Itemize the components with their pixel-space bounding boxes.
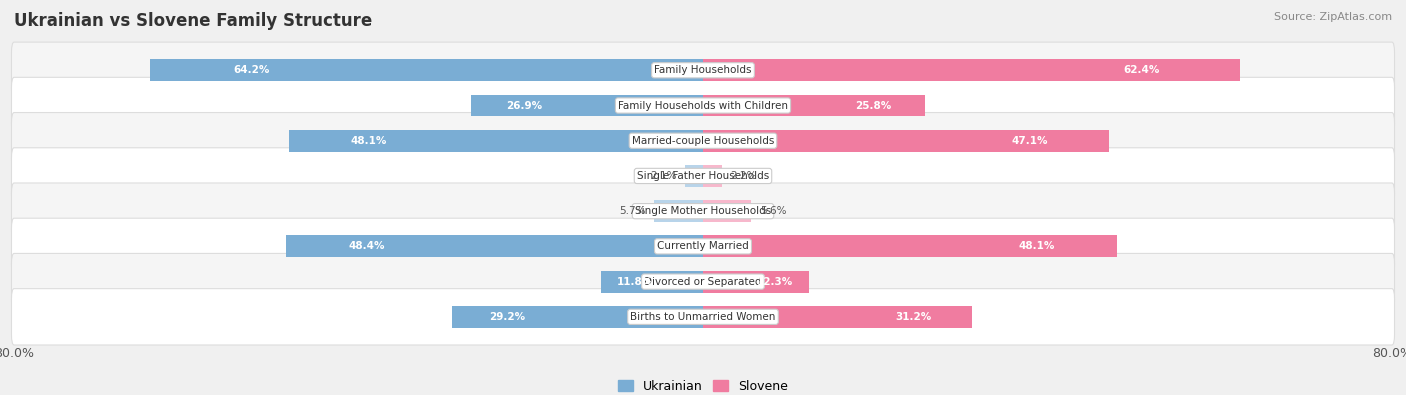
Bar [703,271,808,293]
Text: 26.9%: 26.9% [506,100,543,111]
Text: 64.2%: 64.2% [233,65,270,75]
Bar [288,130,703,152]
Bar [703,59,1240,81]
Text: Ukrainian vs Slovene Family Structure: Ukrainian vs Slovene Family Structure [14,12,373,30]
Text: Births to Unmarried Women: Births to Unmarried Women [630,312,776,322]
Text: Source: ZipAtlas.com: Source: ZipAtlas.com [1274,12,1392,22]
Text: 5.7%: 5.7% [619,206,645,216]
Legend: Ukrainian, Slovene: Ukrainian, Slovene [613,375,793,395]
Text: 5.6%: 5.6% [759,206,786,216]
Text: Divorced or Separated: Divorced or Separated [644,276,762,287]
FancyBboxPatch shape [11,148,1395,204]
Bar [654,200,703,222]
Bar [287,235,703,257]
FancyBboxPatch shape [11,183,1395,239]
FancyBboxPatch shape [11,218,1395,275]
Bar [703,165,721,187]
Text: 2.2%: 2.2% [731,171,756,181]
FancyBboxPatch shape [11,254,1395,310]
Bar [703,306,972,328]
Text: 48.1%: 48.1% [352,136,387,146]
Text: 31.2%: 31.2% [896,312,931,322]
Text: 11.8%: 11.8% [617,276,652,287]
Bar [451,306,703,328]
Bar [150,59,703,81]
Text: 2.1%: 2.1% [650,171,676,181]
Text: Single Father Households: Single Father Households [637,171,769,181]
Text: 62.4%: 62.4% [1123,65,1160,75]
Text: 47.1%: 47.1% [1011,136,1047,146]
Text: 29.2%: 29.2% [489,312,526,322]
Bar [602,271,703,293]
Text: 48.4%: 48.4% [349,241,385,251]
FancyBboxPatch shape [11,289,1395,345]
FancyBboxPatch shape [11,42,1395,98]
FancyBboxPatch shape [11,113,1395,169]
FancyBboxPatch shape [11,77,1395,134]
Text: 48.1%: 48.1% [1019,241,1054,251]
Bar [703,235,1118,257]
Text: 25.8%: 25.8% [856,100,891,111]
Text: Single Mother Households: Single Mother Households [636,206,770,216]
Bar [685,165,703,187]
Bar [471,94,703,117]
Text: Married-couple Households: Married-couple Households [631,136,775,146]
Text: 12.3%: 12.3% [756,276,793,287]
Text: Family Households with Children: Family Households with Children [619,100,787,111]
Bar [703,94,925,117]
Bar [703,200,751,222]
Text: Family Households: Family Households [654,65,752,75]
Text: Currently Married: Currently Married [657,241,749,251]
Bar [703,130,1108,152]
